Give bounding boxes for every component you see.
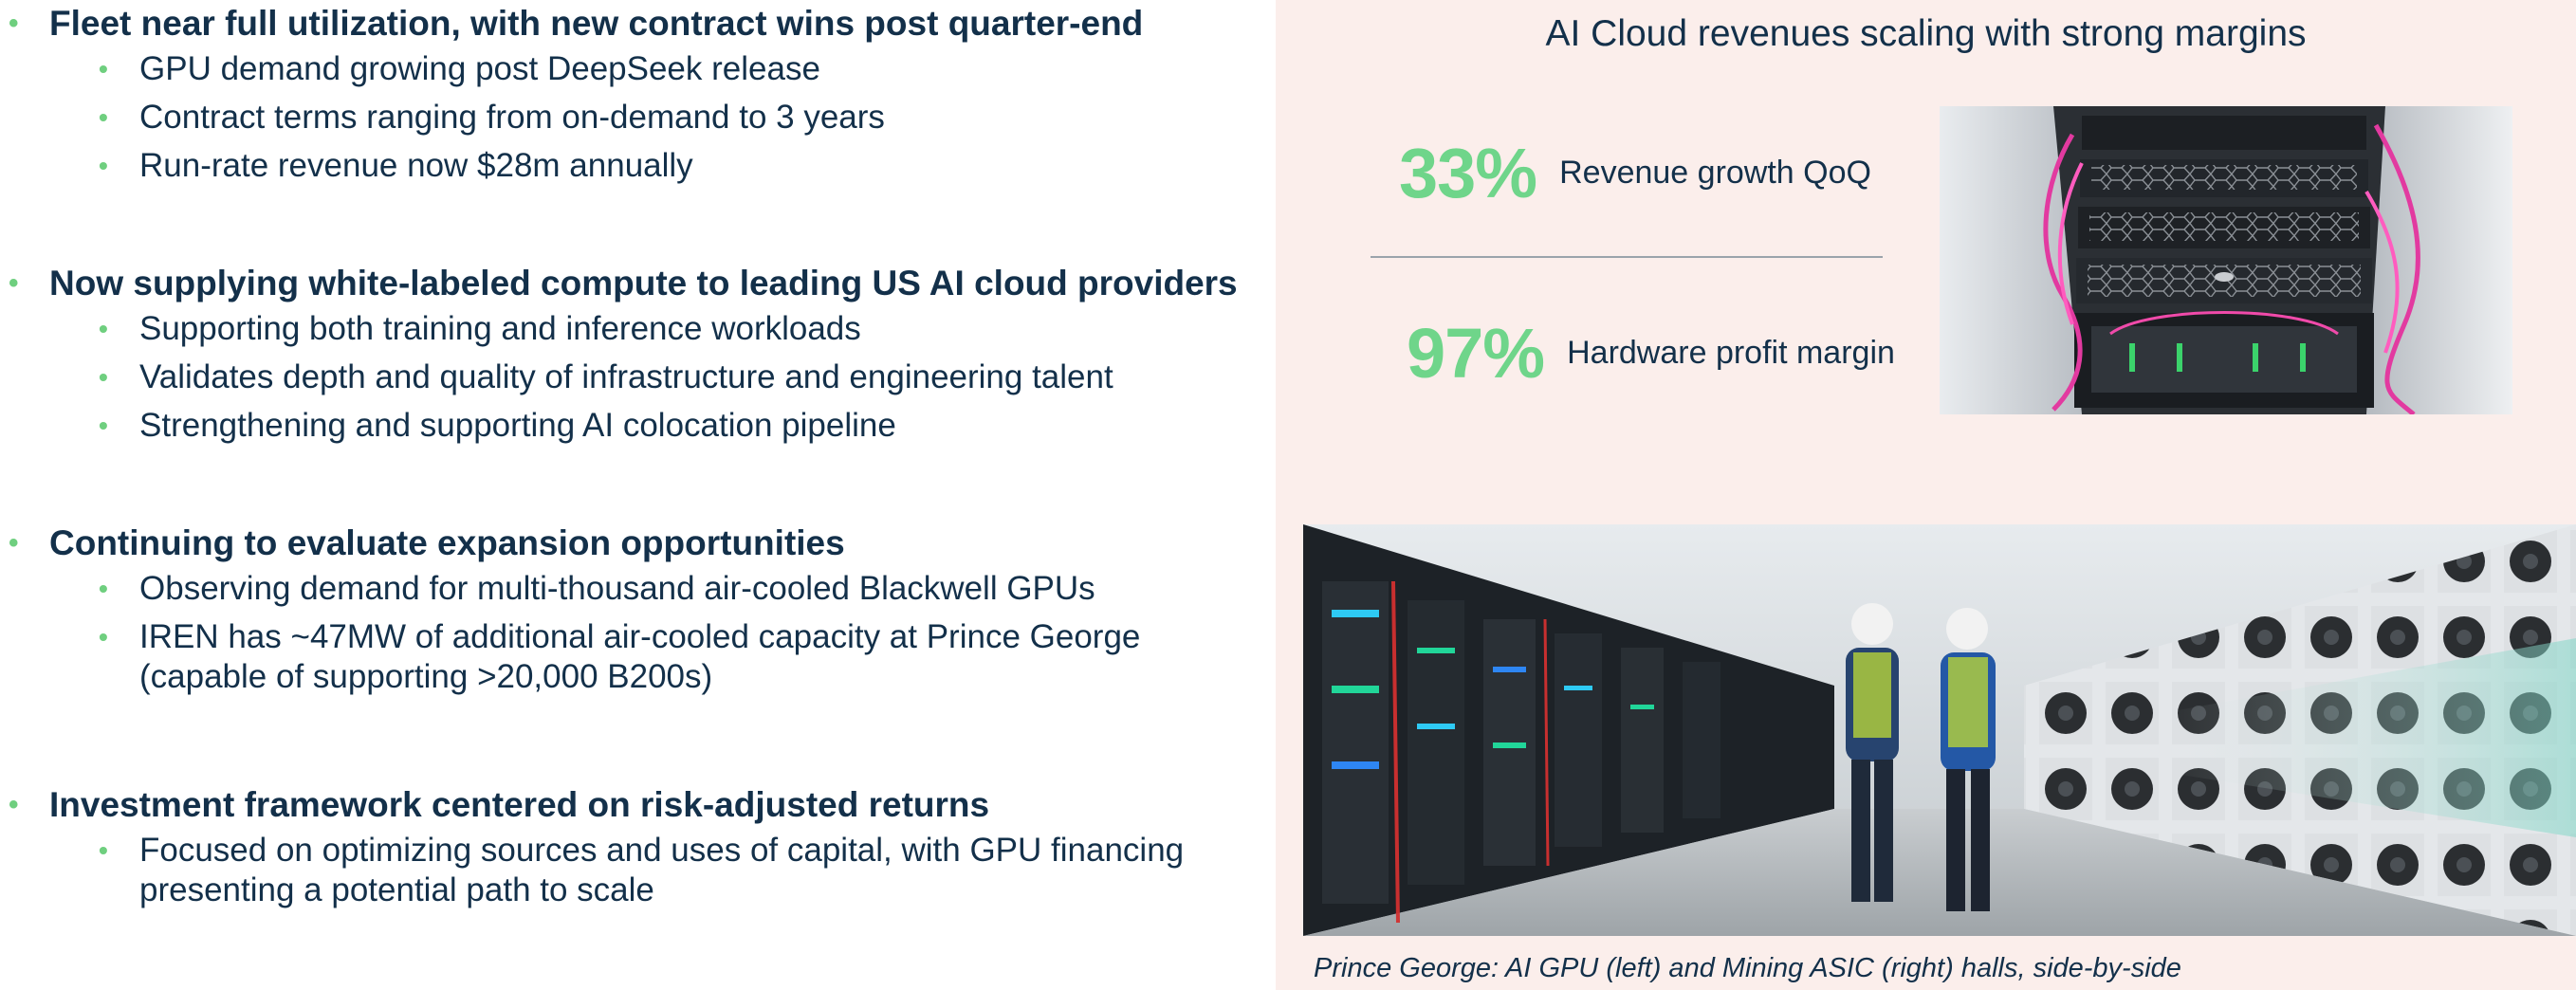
list-item: • Strengthening and supporting AI colocat… <box>0 406 1276 446</box>
list-item: • Contract terms ranging from on-demand t… <box>0 98 1276 138</box>
bullet-icon: • <box>99 54 108 83</box>
panel-title: AI Cloud revenues scaling with strong ma… <box>1545 13 2307 54</box>
right-panel: AI Cloud revenues scaling with strong ma… <box>1276 0 2576 990</box>
bullet-icon: • <box>9 267 19 299</box>
list-item: • Supporting both training and inference … <box>0 309 1276 349</box>
bullet-icon: • <box>99 314 108 343</box>
list-item: • GPU demand growing post DeepSeek releas… <box>0 49 1276 89</box>
list-item: • Focused on optimizing sources and uses … <box>0 831 1276 910</box>
list-item-text: Contract terms ranging from on-demand to… <box>139 99 885 136</box>
bullet-icon: • <box>99 622 108 651</box>
metric-hardware-margin: 97% Hardware profit margin <box>1407 313 1895 394</box>
section-fleet-utilization: • Fleet near full utilization, with new … <box>0 2 1276 194</box>
list-item-text: Focused on optimizing sources and uses o… <box>139 832 1185 908</box>
data-hall-photo <box>1303 524 2576 936</box>
heading-text: Now supplying white-labeled compute to l… <box>49 264 1238 302</box>
metric-label: Hardware profit margin <box>1567 335 1895 371</box>
section-expansion-opportunities: • Continuing to evaluate expansion oppor… <box>0 522 1276 706</box>
bullet-icon: • <box>99 411 108 440</box>
list-item: • Run-rate revenue now $28m annually <box>0 146 1276 186</box>
bullet-icon: • <box>9 527 19 559</box>
list-item-text: Supporting both training and inference w… <box>139 310 861 347</box>
metric-divider <box>1371 256 1883 258</box>
bullet-icon: • <box>99 102 108 132</box>
metric-label: Revenue growth QoQ <box>1559 155 1871 191</box>
section-white-labeled-compute: • Now supplying white-labeled compute to… <box>0 262 1276 454</box>
metric-value: 97% <box>1407 314 1545 393</box>
list-item-text: Validates depth and quality of infrastru… <box>139 358 1113 395</box>
list-item: • Observing demand for multi-thousand air… <box>0 569 1276 609</box>
heading-text: Continuing to evaluate expansion opportu… <box>49 523 845 562</box>
bullet-icon: • <box>99 151 108 180</box>
section-heading: • Investment framework centered on risk-… <box>0 783 1276 827</box>
section-investment-framework: • Investment framework centered on risk-… <box>0 783 1276 919</box>
server-rack-photo <box>1940 106 2512 414</box>
bullet-icon: • <box>99 574 108 603</box>
bullet-icon: • <box>99 835 108 865</box>
list-item: • IREN has ~47MW of additional air-cooled… <box>0 617 1276 697</box>
metric-value: 33% <box>1399 134 1537 212</box>
section-heading: • Now supplying white-labeled compute to… <box>0 262 1276 305</box>
section-heading: • Fleet near full utilization, with new … <box>0 2 1276 46</box>
section-heading: • Continuing to evaluate expansion oppor… <box>0 522 1276 565</box>
bullet-icon: • <box>9 8 19 39</box>
heading-text: Fleet near full utilization, with new co… <box>49 4 1144 43</box>
list-item-text: GPU demand growing post DeepSeek release <box>139 50 820 87</box>
list-item-text: IREN has ~47MW of additional air-cooled … <box>139 618 1141 695</box>
list-item-text: Run-rate revenue now $28m annually <box>139 147 693 184</box>
bullet-icon: • <box>9 789 19 820</box>
list-item: • Validates depth and quality of infrastr… <box>0 358 1276 397</box>
heading-text: Investment framework centered on risk-ad… <box>49 785 990 824</box>
list-item-text: Strengthening and supporting AI colocati… <box>139 407 896 444</box>
left-column: • Fleet near full utilization, with new … <box>0 0 1276 990</box>
metric-revenue-growth: 33% Revenue growth QoQ <box>1399 133 1871 213</box>
photo-caption: Prince George: AI GPU (left) and Mining … <box>1314 953 2181 983</box>
bullet-icon: • <box>99 362 108 392</box>
list-item-text: Observing demand for multi-thousand air-… <box>139 570 1095 607</box>
